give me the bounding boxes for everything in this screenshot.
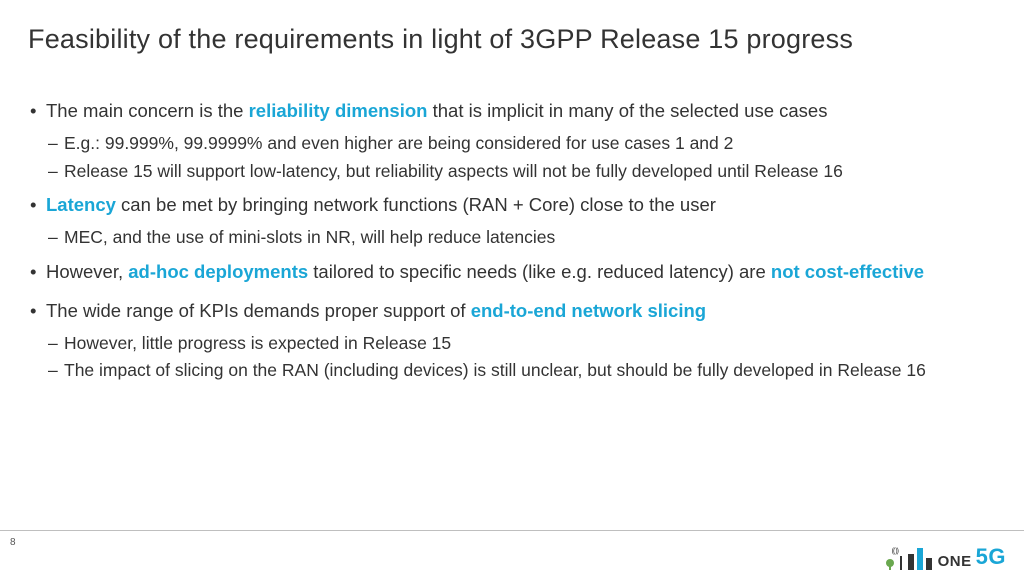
text: that is implicit in many of the selected… — [427, 100, 827, 121]
text: The main concern is the — [46, 100, 249, 121]
bullet-4: The wide range of KPIs demands proper su… — [28, 299, 996, 383]
bullet-list: The main concern is the reliability dime… — [28, 99, 996, 383]
text: tailored to specific needs (like e.g. re… — [308, 261, 771, 282]
sub-bullet: MEC, and the use of mini-slots in NR, wi… — [46, 226, 996, 250]
sub-bullet: The impact of slicing on the RAN (includ… — [46, 359, 996, 383]
bullet-1: The main concern is the reliability dime… — [28, 99, 996, 183]
text: The wide range of KPIs demands proper su… — [46, 300, 471, 321]
tree-icon — [885, 556, 895, 570]
highlight-latency: Latency — [46, 194, 116, 215]
sub-bullet: E.g.: 99.999%, 99.9999% and even higher … — [46, 132, 996, 156]
building-icon — [908, 554, 914, 570]
text: However, — [46, 261, 128, 282]
logo-art-icon — [885, 548, 932, 570]
bullet-3: However, ad-hoc deployments tailored to … — [28, 260, 996, 285]
sub-list: However, little progress is expected in … — [46, 332, 996, 383]
building-icon — [926, 558, 932, 570]
sub-bullet: Release 15 will support low-latency, but… — [46, 160, 996, 184]
logo-text-one: ONE — [938, 553, 972, 570]
sub-bullet: However, little progress is expected in … — [46, 332, 996, 356]
text: can be met by bringing network functions… — [116, 194, 716, 215]
footer: 8 ONE5G — [0, 530, 1024, 576]
highlight-adhoc: ad-hoc deployments — [128, 261, 308, 282]
building-icon — [917, 548, 923, 570]
sub-list: MEC, and the use of mini-slots in NR, wi… — [46, 226, 996, 250]
sub-list: E.g.: 99.999%, 99.9999% and even higher … — [46, 132, 996, 183]
highlight-not-cost-effective: not cost-effective — [771, 261, 924, 282]
highlight-slicing: end-to-end network slicing — [471, 300, 706, 321]
logo: ONE5G — [885, 544, 1006, 570]
antenna-icon — [897, 550, 905, 570]
highlight-reliability: reliability dimension — [249, 100, 428, 121]
logo-text-5g: 5G — [976, 544, 1006, 570]
slide-title: Feasibility of the requirements in light… — [28, 24, 996, 55]
page-number: 8 — [10, 537, 16, 548]
bullet-2: Latency can be met by bringing network f… — [28, 193, 996, 250]
slide: Feasibility of the requirements in light… — [0, 0, 1024, 576]
slide-content: The main concern is the reliability dime… — [28, 99, 996, 383]
